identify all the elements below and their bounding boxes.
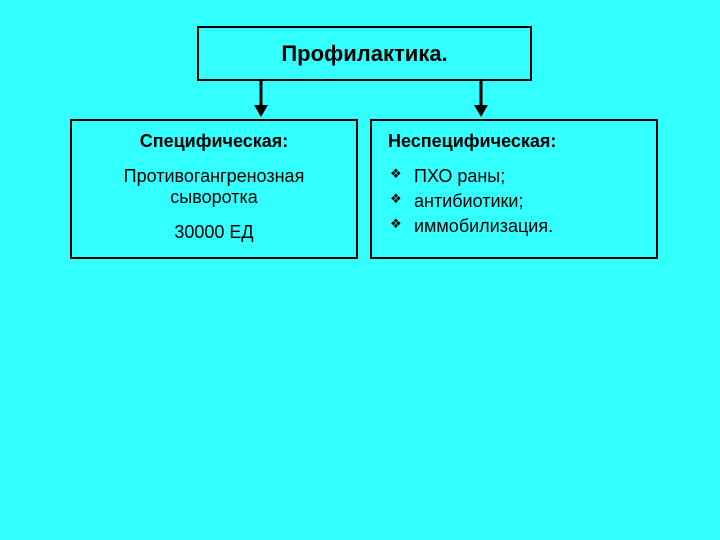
list-item: ПХО раны;: [390, 166, 644, 187]
list-item: иммобилизация.: [390, 216, 644, 237]
left-box-line-0: Противогангренозная сыворотка: [84, 166, 344, 208]
arrow-shaft: [480, 81, 483, 107]
list-item: антибиотики;: [390, 191, 644, 212]
arrow-head-icon: [474, 105, 488, 117]
arrow-shaft: [260, 81, 263, 107]
right-box-bullets: ПХО раны; антибиотики; иммобилизация.: [390, 166, 644, 237]
title-box: Профилактика.: [197, 26, 532, 81]
right-box-heading: Неспецифическая:: [388, 131, 644, 152]
title-text: Профилактика.: [281, 41, 447, 67]
arrow-head-icon: [254, 105, 268, 117]
left-box-heading: Специфическая:: [84, 131, 344, 152]
slide-canvas: Профилактика. Специфическая: Противоганг…: [0, 0, 720, 540]
arrow-right: [474, 81, 488, 117]
right-box: Неспецифическая: ПХО раны; антибиотики; …: [370, 119, 658, 259]
left-box-line-1: 30000 ЕД: [84, 222, 344, 243]
arrow-left: [254, 81, 268, 117]
left-box: Специфическая: Противогангренозная сывор…: [70, 119, 358, 259]
